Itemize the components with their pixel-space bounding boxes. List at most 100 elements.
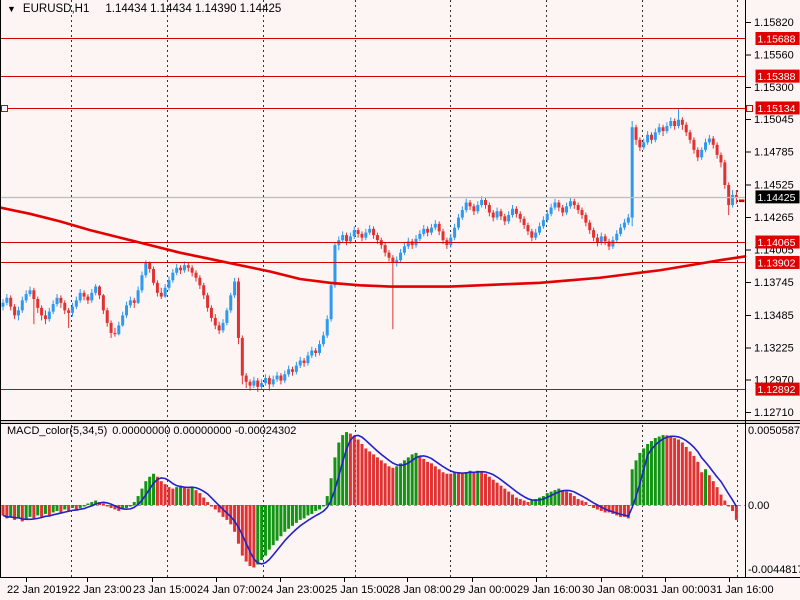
macd-histogram-bar [302,505,306,519]
candle-bull [480,200,484,206]
macd-histogram-bar [561,490,565,505]
macd-histogram-bar [541,496,545,505]
price-level-badge-text: 1.15134 [758,103,796,115]
candle-bull [619,227,623,234]
price-axis-label: 1.15820 [754,17,794,29]
macd-histogram-bar [144,481,148,505]
macd-histogram-bar [638,452,642,505]
macd-histogram-bar [16,505,20,519]
candle-bull [121,315,125,326]
macd-histogram-bar [291,505,294,526]
macd-histogram-bar [688,451,692,505]
macd-indicator-header: MACD_color(5,34,5) 0.00000000 0.00000000… [7,425,296,437]
pane-separator-band[interactable] [0,421,800,423]
macd-histogram-bar [661,435,665,505]
macd-histogram-bar [653,438,657,505]
candle-bull [622,222,626,228]
macd-histogram-bar [63,505,67,510]
macd-histogram-bar [306,505,310,516]
price-level-badge-text: 1.13902 [758,257,796,269]
candle-bull [677,119,680,127]
candle-bear [159,292,163,297]
macd-histogram-bar [206,502,210,505]
macd-histogram-bar [24,505,28,520]
candle-bull [329,285,333,320]
candle-bear [715,144,719,155]
macd-histogram-bar [314,505,318,511]
last-close-marker [739,199,745,203]
candle-bull [163,287,167,297]
symbol-dropdown-icon[interactable]: ▼ [7,4,16,14]
candle-bull [538,226,542,233]
candle-bull [47,311,51,320]
macd-histogram-bar [464,472,468,505]
candle-bull [28,290,32,295]
candle-bull [476,205,480,212]
candle-bear [40,307,44,316]
candle-bear [468,202,472,207]
price-axis-label: 1.13485 [754,310,794,322]
price-level-badge: 1.12892 [755,382,800,396]
hline-handle-right[interactable] [745,104,754,113]
candle-bull [125,305,129,316]
price-axis[interactable]: 1.15820 1.15560 1.15300 1.15045 1.14785 1.145… [746,17,800,419]
macd-histogram-bar [530,500,534,505]
macd-layer [0,432,745,568]
macd-histogram-bar [248,505,252,567]
macd-histogram-bar [630,469,634,505]
candle-bull [453,227,457,238]
macd-histogram-bar [622,505,626,517]
macd-histogram-bar [402,460,406,505]
candle-bull [669,121,673,127]
candle-bear [719,154,723,163]
macd-histogram-bar [572,496,576,505]
macd-histogram-bar [576,499,580,505]
candle-bear [101,295,105,311]
macd-histogram-bar [673,438,677,505]
hline-handle-left[interactable] [0,104,9,113]
candle-bear [63,302,67,311]
candle-bear [148,262,152,269]
candle-bull [225,310,229,323]
candle-bull [348,236,352,242]
candle-bear [198,277,202,286]
candle-bull [252,380,256,386]
candles-layer [1,108,738,392]
macd-histogram-bar [167,487,171,505]
macd-histogram-bar [74,505,78,510]
macd-histogram-bar [94,500,98,505]
candle-bear [426,228,430,233]
macd-histogram-bar [684,446,688,505]
candle-bear [638,139,642,148]
macd-histogram-bar [518,499,522,505]
time-axis[interactable]: 22 Jan 2019 22 Jan 23:00 23 Jan 15:00 24 Ja… [7,578,774,596]
candle-bull [341,235,345,241]
moving-average-line [0,206,747,288]
candle-bear [580,210,584,216]
price-level-badge-text: 1.15388 [758,71,796,83]
macd-histogram-bar [202,497,206,505]
price-axis-label: 1.13745 [754,277,794,289]
candle-bear [43,315,47,320]
macd-axis[interactable]: 0.0050587 0.00 -0.0044817 [748,425,800,576]
price-level-badge: 1.13902 [755,255,800,269]
candle-bear [584,215,588,223]
macd-histogram-bar [372,454,376,505]
macd-histogram-bar [646,443,650,505]
candle-bear [372,228,376,236]
macd-histogram-bar [310,505,314,514]
candle-bear [503,216,507,222]
price-level-badge-rect [755,101,800,115]
candle-bear [734,194,738,197]
macd-histogram-bar [213,505,217,510]
candle-bull [140,275,144,291]
macd-histogram-bar [360,443,364,505]
macd-histogram-bar [36,505,40,516]
macd-histogram-bar [707,475,711,505]
macd-histogram-bar [356,439,360,505]
macd-histogram-bar [1,505,5,516]
macd-histogram-bar [611,505,615,514]
candle-bear [302,360,306,364]
